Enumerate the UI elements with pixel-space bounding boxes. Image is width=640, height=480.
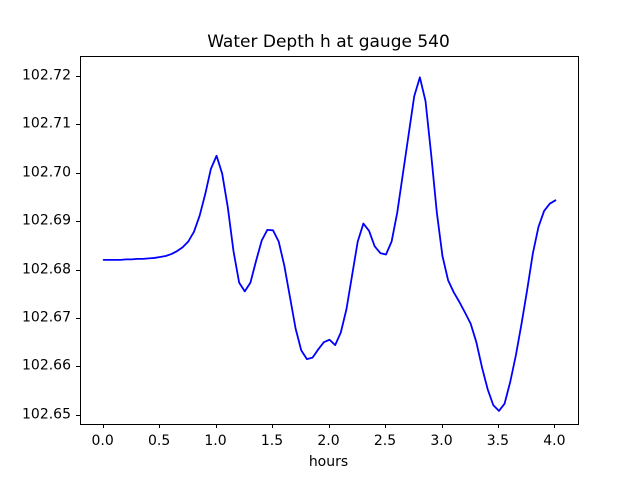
- x-tick-mark: [328, 424, 330, 428]
- x-tick-label: 3.5: [486, 433, 510, 449]
- y-tick-mark: [76, 172, 80, 174]
- y-tick-mark: [76, 269, 80, 271]
- x-tick-mark: [159, 424, 161, 428]
- x-tick-label: 2.0: [317, 433, 340, 449]
- y-tick-mark: [76, 124, 80, 126]
- x-tick-label: 2.5: [373, 433, 397, 449]
- x-axis-label: hours: [308, 454, 349, 470]
- x-tick-label: 1.5: [260, 433, 284, 449]
- y-tick-label: 102.70: [22, 164, 71, 181]
- water-depth-line: [102, 76, 557, 412]
- x-tick-mark: [497, 424, 499, 428]
- y-tick-mark: [76, 317, 80, 319]
- x-tick-label: 4.0: [543, 433, 566, 449]
- plot-area: [80, 56, 579, 425]
- y-tick-label: 102.68: [22, 261, 71, 277]
- y-tick-label: 102.67: [22, 309, 71, 326]
- y-tick-mark: [76, 221, 80, 223]
- x-tick-label: 0.0: [91, 433, 114, 449]
- x-tick-mark: [215, 424, 217, 428]
- y-tick-mark: [76, 75, 80, 77]
- y-tick-label: 102.66: [22, 357, 71, 374]
- x-tick-mark: [441, 424, 443, 428]
- x-tick-mark: [102, 424, 104, 428]
- x-tick-label: 0.5: [147, 433, 171, 449]
- x-tick-label: 1.0: [204, 433, 227, 449]
- x-tick-mark: [385, 424, 386, 428]
- x-tick-mark: [554, 424, 556, 428]
- y-tick-mark: [76, 414, 80, 416]
- y-tick-label: 102.69: [22, 212, 71, 229]
- x-tick-label: 3.0: [430, 433, 453, 449]
- x-tick-mark: [272, 424, 273, 428]
- y-tick-label: 102.72: [22, 67, 71, 84]
- line-chart-svg: [102, 76, 557, 412]
- y-tick-mark: [76, 366, 80, 368]
- y-tick-label: 102.71: [22, 115, 71, 132]
- y-tick-label: 102.65: [22, 406, 71, 423]
- chart-title: Water Depth h at gauge 540: [207, 32, 450, 52]
